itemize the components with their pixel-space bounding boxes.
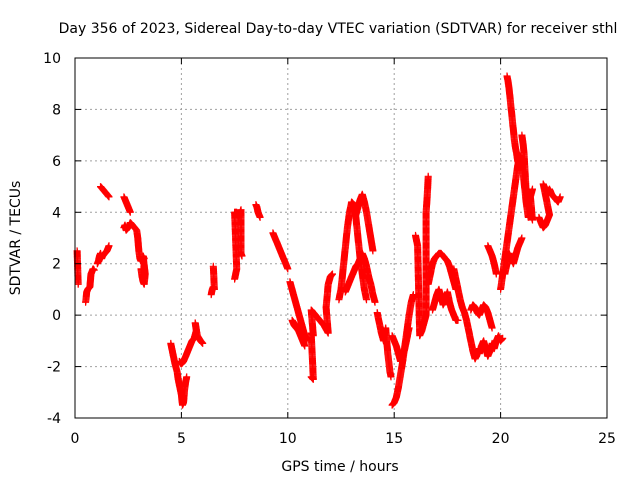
x-tick-label: 10 xyxy=(279,431,297,447)
chart-title: Day 356 of 2023, Sidereal Day-to-day VTE… xyxy=(59,21,618,37)
data-point xyxy=(515,159,523,167)
y-tick-label: 2 xyxy=(52,257,61,273)
data-point xyxy=(183,373,191,381)
x-axis-title: GPS time / hours xyxy=(281,459,398,475)
y-tick-label: -2 xyxy=(47,360,61,376)
data-point xyxy=(105,242,113,250)
data-point xyxy=(140,255,148,263)
y-tick-label: 8 xyxy=(52,102,61,118)
y-tick-label: 4 xyxy=(52,205,61,221)
data-point xyxy=(454,316,462,324)
data-point xyxy=(488,324,496,332)
y-axis-title: SDTVAR / TECUs xyxy=(8,181,24,296)
data-point xyxy=(284,265,292,273)
x-tick-label: 20 xyxy=(492,431,510,447)
y-tick-label: -4 xyxy=(47,411,61,427)
data-point xyxy=(256,213,264,221)
data-point xyxy=(363,296,370,304)
x-tick-label: 25 xyxy=(598,431,616,447)
x-tick-label: 0 xyxy=(71,431,80,447)
y-tick-label: 10 xyxy=(43,51,61,67)
data-point xyxy=(329,270,336,278)
data-point xyxy=(405,324,413,332)
data-point xyxy=(387,373,395,381)
data-point xyxy=(105,193,113,201)
y-tick-label: 6 xyxy=(52,154,61,170)
data-point xyxy=(424,172,432,180)
data-point xyxy=(499,334,507,342)
data-point xyxy=(74,280,82,288)
data-point xyxy=(238,252,246,260)
data-point xyxy=(301,342,309,350)
data-point xyxy=(209,262,217,270)
data-point xyxy=(371,298,379,306)
data-points xyxy=(73,72,564,409)
y-tick-label: 0 xyxy=(52,308,61,324)
data-point xyxy=(369,247,377,255)
data-point xyxy=(492,270,500,278)
x-tick-label: 15 xyxy=(385,431,403,447)
data-point xyxy=(199,339,207,347)
x-tick-label: 5 xyxy=(177,431,186,447)
data-point xyxy=(126,208,134,216)
data-point xyxy=(90,266,98,274)
